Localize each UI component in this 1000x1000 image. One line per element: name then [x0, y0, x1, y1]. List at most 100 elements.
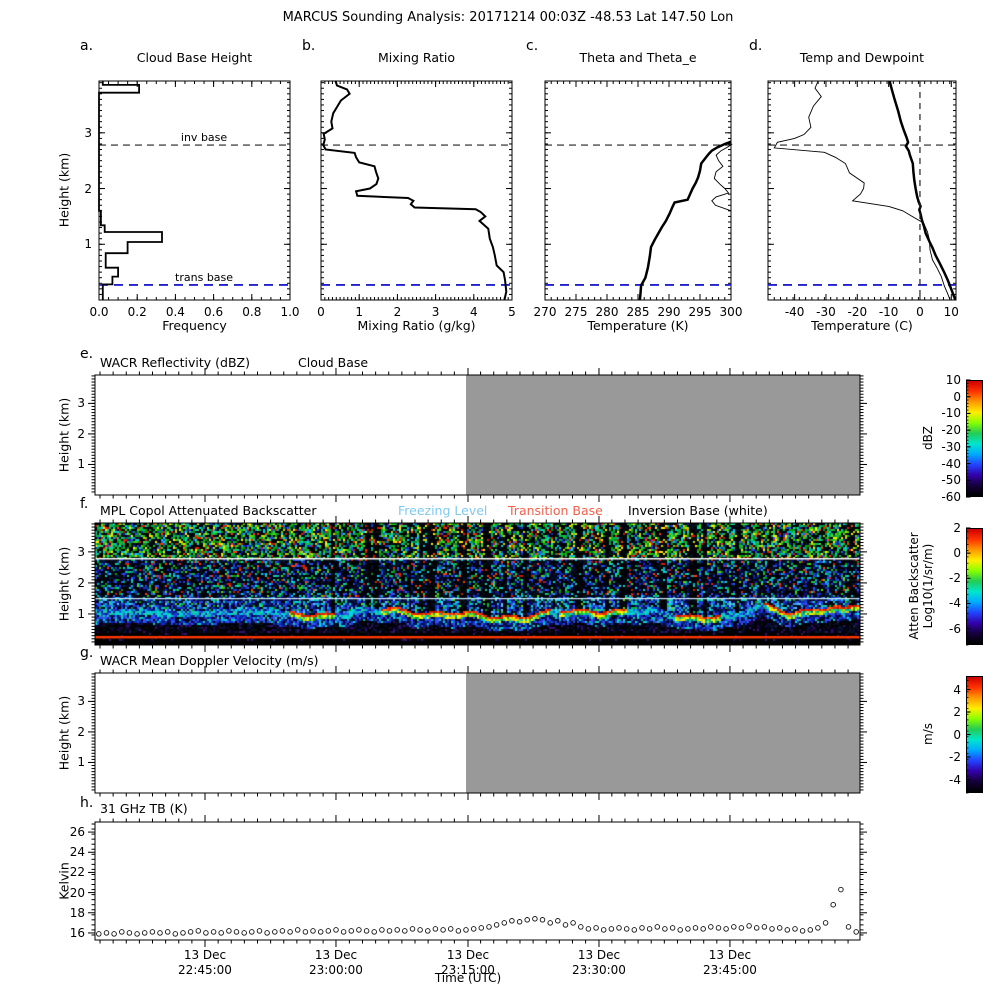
tick-label: 295 [688, 305, 712, 319]
panel-d-xlabel: Temperature (C) [811, 318, 913, 333]
tb-point [524, 917, 530, 923]
tb-point [845, 924, 852, 930]
tb-point [203, 930, 209, 936]
tb-point [807, 927, 814, 933]
tb-point [509, 918, 515, 924]
tick-label: 2 [77, 426, 85, 441]
plot-frame [94, 522, 861, 646]
tb-point [241, 930, 247, 936]
tb-point [386, 928, 393, 934]
backscatter-colorbar-label: Atten Backscatter Log10(1/sr/m) [907, 532, 935, 640]
tick-label: 2 [77, 724, 85, 739]
tb-point [463, 927, 469, 933]
tb-point [600, 927, 607, 933]
tick-label: 0.0 [89, 305, 109, 319]
tb-point [264, 930, 270, 936]
tb-point [493, 922, 500, 928]
tb-point [562, 922, 569, 928]
tb-point [761, 924, 768, 930]
tb-point [226, 928, 232, 934]
tb-point [287, 929, 293, 935]
tick-label: 300 [719, 305, 743, 319]
tick-label: 16 [69, 925, 85, 940]
time-tick-label: 13 Dec 22:45:00 [178, 948, 232, 977]
panel-g-title: WACR Mean Doppler Velocity (m/s) [100, 653, 319, 668]
tb-point [317, 929, 324, 935]
velocity-colorbar-label: m/s [921, 723, 936, 745]
tb-point [333, 927, 339, 933]
tb-point [126, 930, 133, 936]
panel-e-title: WACR Reflectivity (dBZ) [100, 355, 250, 370]
tick-label: 1 [77, 606, 85, 621]
tick-label: 1 [77, 457, 85, 472]
colorbar-tick-label: 2 [953, 705, 961, 719]
tick-label: 18 [69, 905, 85, 920]
tb-scatter-plot [88, 815, 867, 947]
tb-point [646, 926, 653, 932]
tb-point [708, 924, 714, 930]
panel-a-tag: a. [80, 38, 94, 54]
colorbar-tick-label: -40 [941, 456, 961, 471]
mpl-backscatter-plot [88, 516, 867, 652]
tb-point [578, 924, 584, 930]
tb-point [432, 926, 439, 932]
temp-dewpoint-plot [767, 80, 957, 301]
mixing_ratio-line [322, 80, 508, 301]
tb-point [233, 929, 240, 935]
tb-point [853, 929, 859, 935]
colorbar-tick-label: 0 [953, 389, 961, 404]
tb-point [394, 927, 400, 933]
tb-point [409, 926, 416, 932]
cloud-base-legend: Cloud Base [298, 355, 369, 370]
tick-label: 1 [77, 755, 85, 770]
panel-h-tag: h. [80, 795, 94, 811]
panel-f-ylabel: Height (km) [56, 546, 72, 622]
tb-point [662, 926, 668, 932]
tick-label: 2 [77, 575, 85, 590]
tb-point [256, 928, 263, 934]
tb-point [501, 920, 508, 926]
dbz-colorbar-label: dBZ [921, 425, 936, 451]
dbz-colorbar [966, 380, 983, 497]
mixing-ratio-plot [320, 80, 513, 301]
plot-frame [544, 80, 732, 301]
tb-point [340, 929, 347, 935]
tb-point [838, 886, 844, 893]
theta_e-line [711, 143, 733, 212]
dewpoint-line [773, 80, 951, 300]
tick-label: 24 [69, 845, 85, 860]
tb-point [164, 929, 171, 935]
tick-label: 270 [533, 305, 557, 319]
backscatter-colorbar [966, 528, 983, 645]
colorbar-tick-label: -20 [941, 423, 961, 438]
tb-point [455, 928, 462, 934]
panel-b-xlabel: Mixing Ratio (g/kg) [357, 318, 476, 333]
inversion-base-legend: Inversion Base (white) [628, 503, 768, 518]
tb-point [669, 925, 676, 931]
tb-point [111, 931, 117, 937]
tb-point [279, 928, 286, 934]
colorbar-tick-label: 2 [953, 521, 961, 535]
tb-point [157, 930, 163, 936]
plot-frame [94, 374, 861, 496]
colorbar-tick-label: -2 [949, 750, 961, 764]
tick-label: 22 [69, 865, 85, 880]
tb-point [692, 925, 699, 931]
tb-point [96, 931, 102, 937]
tb-point [325, 928, 332, 934]
colorbar-tick-label: 4 [953, 682, 961, 697]
colorbar-tick-label: -60 [941, 490, 961, 504]
wacr-reflectivity-plot [88, 368, 867, 502]
tb-point [417, 927, 423, 933]
panel-d-title: Temp and Dewpoint [799, 50, 925, 65]
tick-label: 0.6 [204, 305, 224, 319]
tb-point [738, 925, 745, 931]
tb-point [608, 926, 615, 932]
panel-c-xlabel: Temperature (K) [587, 318, 689, 333]
time-tick-label: 13 Dec 23:30:00 [572, 948, 626, 977]
tb-point [715, 925, 722, 931]
panel-c-title: Theta and Theta_e [579, 50, 697, 65]
tick-label: 0 [317, 305, 325, 319]
tb-point [172, 931, 179, 937]
tb-point [631, 927, 638, 933]
